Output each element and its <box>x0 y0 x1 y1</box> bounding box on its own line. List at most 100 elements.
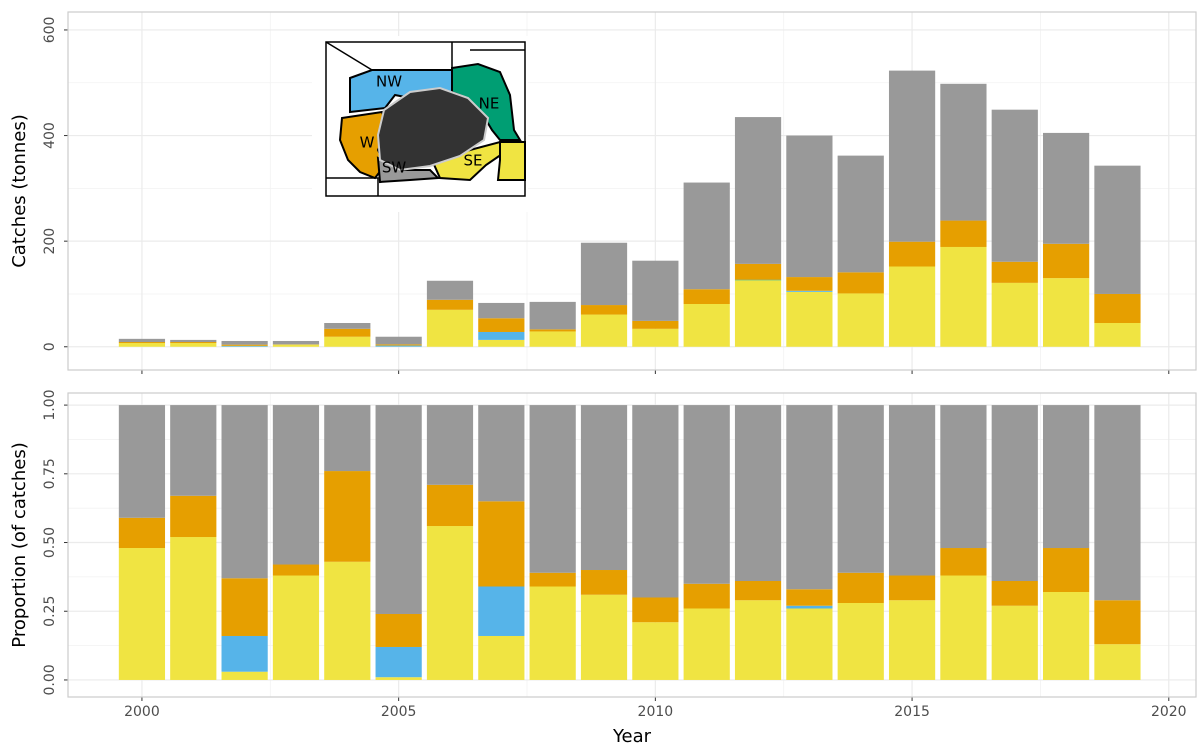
bar-segment <box>272 575 320 680</box>
bar-segment <box>1042 548 1090 593</box>
bar-segment <box>991 581 1038 606</box>
bar-segment <box>1094 293 1141 324</box>
bar-segment <box>118 342 166 344</box>
bar-segment <box>683 583 730 609</box>
bar-segment <box>529 586 576 680</box>
map-label: SW <box>382 159 407 177</box>
bar-segment <box>734 581 782 601</box>
map-label: W <box>360 134 375 152</box>
bar-segment <box>118 517 166 549</box>
x-tick-label: 2000 <box>124 704 160 720</box>
y-tick-label: 1.00 <box>42 390 58 421</box>
bar-segment <box>529 331 576 347</box>
bar-segment <box>1042 592 1090 680</box>
bar-segment <box>991 109 1038 262</box>
bar-segment <box>786 405 833 590</box>
bar-segment <box>529 301 576 330</box>
bar-segment <box>786 605 833 609</box>
bar-segment <box>786 589 833 606</box>
panel-border <box>67 11 1197 371</box>
bar-segment <box>632 405 679 598</box>
bar-segment <box>324 405 371 472</box>
bar-segment <box>375 345 422 347</box>
bar-segment <box>683 182 730 290</box>
bar-segment <box>118 405 166 518</box>
bar-segment <box>426 405 474 485</box>
bar-segment <box>632 328 679 347</box>
bar-segment <box>426 484 474 527</box>
bar-segment <box>170 343 217 347</box>
bar-segment <box>221 578 268 636</box>
map-inset: NW NE W SW SE <box>312 36 528 212</box>
bar-segment <box>991 261 1038 283</box>
bar-segment <box>1094 405 1141 601</box>
bar-segment <box>991 405 1038 582</box>
bar-segment <box>580 305 628 315</box>
map-label: NW <box>376 73 402 91</box>
bar-segment <box>1042 278 1090 347</box>
bar-segment <box>580 314 628 347</box>
bar-segment <box>940 220 987 247</box>
bar-segment <box>375 344 422 346</box>
bar-segment <box>734 600 782 680</box>
bar-segment <box>221 344 268 346</box>
bar-segment <box>170 537 217 680</box>
bar-segment <box>170 339 217 343</box>
bar-segment <box>478 339 525 347</box>
bar-segment <box>375 405 422 614</box>
bar-segment <box>580 594 628 680</box>
bar-segment <box>734 405 782 582</box>
bar-segment <box>478 586 525 636</box>
bar-segment <box>221 671 268 680</box>
bar-segment <box>324 323 371 329</box>
bar-segment <box>786 135 833 278</box>
bar-segment <box>632 622 679 680</box>
bar-segment <box>1094 165 1141 294</box>
bar-segment <box>580 405 628 571</box>
bar-segment <box>324 561 371 680</box>
bar-segment <box>1094 644 1141 680</box>
bar-segment <box>734 279 782 281</box>
bar-segment <box>991 605 1038 680</box>
bar-segment <box>734 280 782 347</box>
bar-segment <box>1042 243 1090 279</box>
bar-segment <box>375 646 422 678</box>
map-label: NE <box>479 95 500 113</box>
bar-segment <box>837 602 884 680</box>
bar-segment <box>529 405 576 573</box>
bar-segment <box>221 345 268 347</box>
bar-segment <box>221 405 268 579</box>
bar-segment <box>888 405 936 576</box>
bar-segment <box>888 70 936 242</box>
bar-segment <box>272 340 320 345</box>
y-tick-label: 400 <box>42 122 58 149</box>
bar-segment <box>683 289 730 304</box>
bar-segment <box>940 246 987 347</box>
bar-segment <box>170 405 217 496</box>
bar-segment <box>940 575 987 680</box>
bar-segment <box>221 340 268 345</box>
bar-segment <box>1042 405 1090 549</box>
bar-segment <box>426 309 474 347</box>
y-tick-label: 0.50 <box>42 527 58 558</box>
bar-segment <box>221 635 268 672</box>
bar-segment <box>375 613 422 647</box>
bar-segment <box>1042 132 1090 244</box>
bar-segment <box>580 570 628 595</box>
bar-segment <box>837 272 884 294</box>
x-tick-label: 2010 <box>638 704 674 720</box>
bar-segment <box>837 155 884 273</box>
bar-segment <box>478 331 525 340</box>
bar-segment <box>940 548 987 576</box>
bar-segment <box>837 293 884 347</box>
bar-segment <box>888 241 936 267</box>
bar-segment <box>478 501 525 587</box>
bar-segment <box>118 343 166 347</box>
bar-segment <box>734 263 782 280</box>
bar-segment <box>632 320 679 329</box>
y-tick-label: 0.00 <box>42 664 58 695</box>
map-label: SE <box>464 152 483 170</box>
bar-segment <box>1094 323 1141 347</box>
bar-segment <box>272 564 320 576</box>
